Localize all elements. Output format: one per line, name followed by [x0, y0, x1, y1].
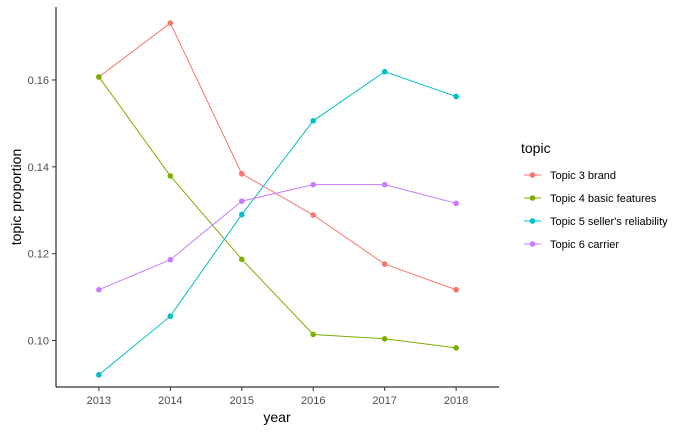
data-point — [96, 372, 102, 378]
data-point — [238, 211, 245, 218]
y-tick-label: 0.10 — [28, 336, 49, 348]
legend-item: Topic 3 brand — [524, 170, 616, 182]
data-point — [381, 181, 388, 188]
legend-item: Topic 4 basic features — [524, 193, 657, 205]
y-tick-label: 0.14 — [28, 162, 49, 174]
series-line — [98, 184, 457, 291]
legend-key-point — [529, 195, 536, 201]
data-point — [310, 181, 317, 188]
series-1 — [96, 20, 459, 293]
x-tick-label: 2016 — [301, 395, 325, 407]
legend-key-point — [529, 218, 536, 224]
legend-label: Topic 5 seller's reliability — [550, 216, 668, 228]
data-point — [238, 198, 245, 204]
x-tick-label: 2018 — [444, 395, 468, 407]
data-point — [167, 313, 174, 320]
legend: topic Topic 3 brand Topic 4 basic feature… — [521, 140, 668, 251]
data-point — [381, 335, 388, 342]
data-point — [96, 286, 102, 293]
legend-key-point — [529, 241, 536, 247]
y-axis-title: topic proportion — [8, 149, 24, 246]
data-point — [96, 74, 102, 80]
data-point — [453, 200, 459, 207]
legend-title: topic — [521, 140, 551, 156]
legend-label: Topic 4 basic features — [550, 193, 657, 205]
y-tick-label: 0.12 — [28, 249, 49, 261]
data-point — [310, 331, 317, 338]
x-tick-label: 2013 — [87, 395, 111, 407]
x-tick-label: 2015 — [230, 395, 254, 407]
series-3 — [96, 68, 459, 378]
legend-item: Topic 6 carrier — [524, 239, 619, 251]
x-tick-label: 2014 — [158, 395, 182, 407]
series-line — [98, 76, 457, 349]
series-line — [98, 71, 457, 376]
data-point — [381, 68, 388, 75]
data-point — [453, 345, 459, 351]
data-point — [453, 93, 459, 100]
series-4 — [96, 181, 459, 293]
legend-label: Topic 3 brand — [550, 170, 616, 182]
series-layer — [96, 20, 459, 378]
data-point — [453, 286, 459, 293]
data-point — [238, 170, 245, 177]
series-line — [98, 22, 457, 291]
legend-key-point — [529, 172, 536, 178]
data-point — [310, 117, 317, 124]
x-tick-label: 2017 — [372, 395, 396, 407]
x-axis-title: year — [263, 409, 291, 425]
x-axis-ticks: 2013 2014 2015 2016 2017 2018 — [87, 387, 468, 407]
data-point — [167, 173, 174, 179]
data-point — [167, 20, 174, 26]
y-tick-label: 0.16 — [28, 75, 49, 87]
legend-item: Topic 5 seller's reliability — [524, 216, 668, 228]
series-2 — [96, 74, 459, 351]
data-point — [167, 256, 174, 263]
legend-label: Topic 6 carrier — [550, 239, 619, 251]
data-point — [310, 212, 317, 218]
y-axis-ticks: 0.10 0.12 0.14 0.16 — [28, 75, 56, 348]
data-point — [238, 256, 245, 263]
data-point — [381, 261, 388, 267]
